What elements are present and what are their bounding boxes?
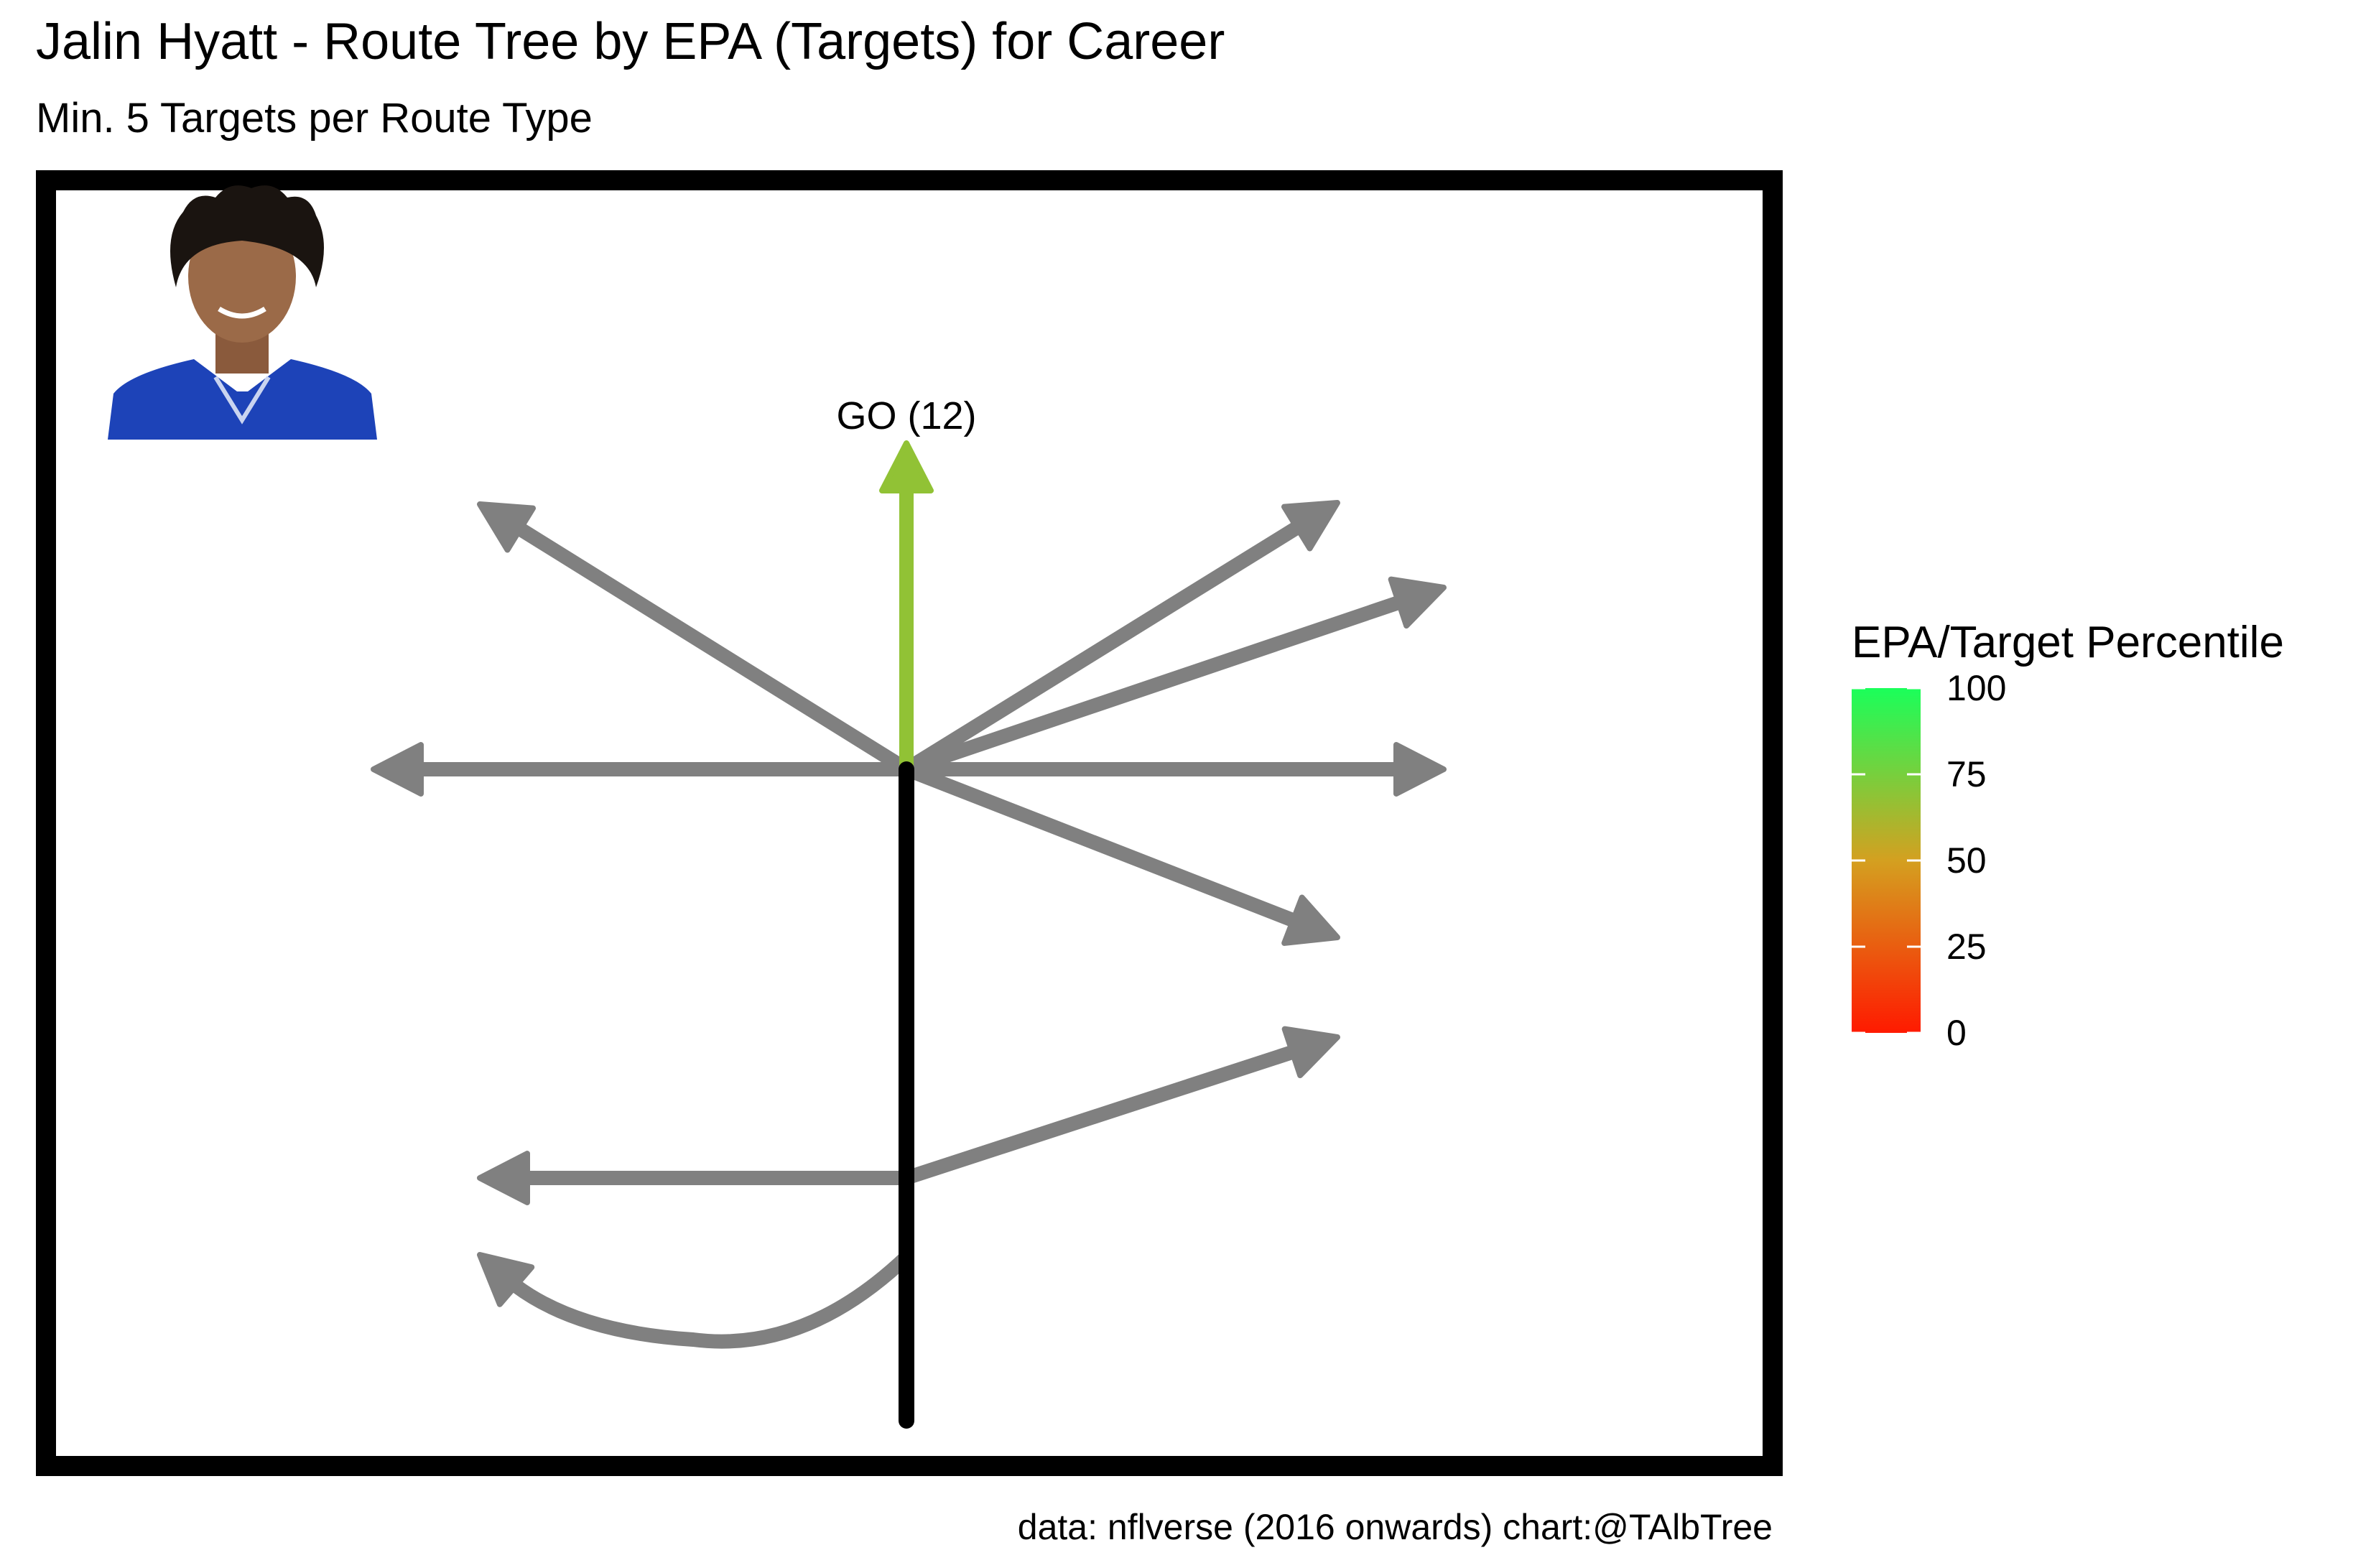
route-label-go: GO (12)	[836, 394, 976, 437]
route-hitch-arrowhead	[1281, 894, 1340, 946]
route-screen-arrowhead	[477, 1252, 535, 1307]
route-out-arrowhead	[1388, 576, 1447, 629]
route-flat-arrowhead	[477, 1151, 530, 1205]
chart-caption: data: nflverse (2016 onwards) chart:@TAl…	[1018, 1507, 1773, 1547]
chart-title: Jalin Hyatt - Route Tree by EPA (Targets…	[36, 13, 1225, 70]
route-in-arrowhead	[1393, 742, 1447, 797]
route-hitch	[899, 762, 1304, 929]
route-screen	[509, 1250, 914, 1349]
legend-tick-label: 75	[1946, 754, 1987, 794]
route-corner	[899, 521, 1304, 776]
route-wheel-arrowhead	[371, 742, 424, 797]
plot-frame	[36, 170, 1783, 1476]
route-slant	[899, 1044, 1304, 1185]
headshot-jersey	[108, 359, 377, 440]
legend-title: EPA/Target Percentile	[1852, 618, 2284, 667]
headshot-hair	[170, 185, 324, 287]
route-slant-arrowhead	[1281, 1026, 1340, 1079]
route-post-arrowhead	[477, 501, 537, 553]
route-out	[899, 595, 1408, 776]
legend-tick-label: 100	[1946, 668, 2006, 708]
player-headshot	[108, 185, 377, 440]
route-post	[514, 522, 914, 776]
route-go-arrowhead	[879, 440, 934, 493]
route-corner-arrowhead	[1281, 500, 1340, 552]
legend-tick-label: 50	[1946, 840, 1987, 881]
chart-subtitle: Min. 5 Targets per Route Type	[36, 95, 593, 142]
legend-tick-label: 0	[1946, 1013, 1967, 1053]
legend-tick-label: 25	[1946, 927, 1987, 967]
